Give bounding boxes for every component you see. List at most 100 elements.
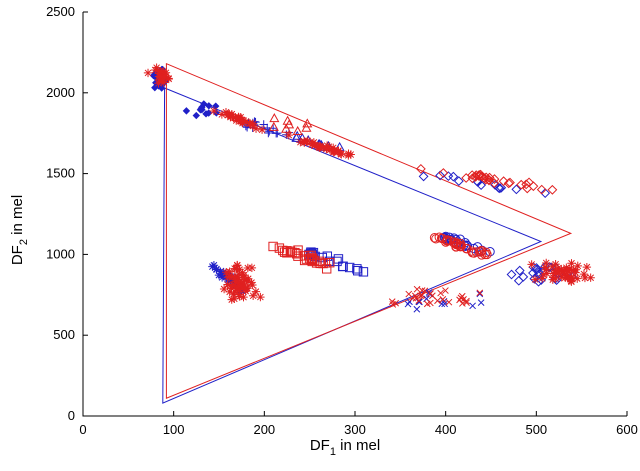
data-point bbox=[571, 268, 580, 277]
data-point bbox=[516, 179, 527, 190]
data-point bbox=[498, 176, 509, 187]
data-point bbox=[441, 300, 449, 308]
data-point bbox=[580, 273, 590, 283]
data-point bbox=[533, 267, 544, 278]
data-point bbox=[553, 264, 563, 273]
data-point bbox=[247, 278, 256, 287]
data-point bbox=[155, 66, 165, 76]
data-point bbox=[582, 262, 592, 272]
data-marks bbox=[143, 62, 595, 404]
x-tick-label: 600 bbox=[616, 422, 638, 437]
data-point bbox=[442, 236, 452, 246]
data-point bbox=[476, 250, 487, 260]
data-point bbox=[518, 271, 529, 282]
data-point bbox=[159, 78, 169, 87]
data-point bbox=[418, 171, 429, 182]
data-point bbox=[164, 74, 173, 84]
data-point bbox=[435, 170, 446, 181]
data-point bbox=[259, 120, 268, 129]
data-point bbox=[329, 143, 338, 153]
data-point bbox=[405, 290, 413, 298]
data-point bbox=[455, 241, 466, 252]
data-point bbox=[200, 100, 208, 108]
data-point bbox=[344, 149, 353, 158]
data-point bbox=[209, 106, 219, 116]
data-point bbox=[154, 79, 163, 88]
data-point bbox=[352, 266, 363, 276]
data-point bbox=[334, 146, 343, 155]
data-point bbox=[231, 264, 241, 274]
data-point bbox=[346, 150, 355, 159]
data-point bbox=[506, 269, 517, 280]
data-point bbox=[466, 246, 477, 256]
data-point bbox=[248, 280, 257, 290]
data-point bbox=[155, 75, 164, 85]
data-point bbox=[318, 258, 328, 269]
y-tick-label: 0 bbox=[68, 408, 75, 423]
data-point bbox=[325, 258, 335, 268]
x-tick-label: 400 bbox=[435, 422, 457, 437]
data-point bbox=[477, 299, 485, 306]
data-point bbox=[223, 273, 233, 282]
data-point bbox=[503, 178, 514, 189]
data-point bbox=[332, 256, 342, 267]
data-point bbox=[241, 117, 251, 126]
data-point bbox=[322, 143, 331, 153]
data-point bbox=[461, 243, 472, 254]
data-point bbox=[204, 109, 213, 117]
data-point bbox=[511, 184, 522, 195]
data-point bbox=[246, 119, 255, 128]
data-point bbox=[315, 143, 325, 152]
data-point bbox=[268, 241, 278, 252]
data-point bbox=[557, 273, 566, 282]
data-point bbox=[480, 174, 491, 185]
data-point bbox=[321, 264, 332, 274]
data-point bbox=[239, 273, 248, 282]
vowel-triangle-2 bbox=[165, 62, 573, 399]
data-point bbox=[542, 265, 551, 274]
data-point bbox=[234, 290, 244, 299]
data-point bbox=[284, 130, 294, 140]
series-2 bbox=[143, 63, 595, 308]
data-point bbox=[551, 274, 560, 283]
data-point bbox=[251, 287, 261, 296]
data-point bbox=[282, 115, 293, 125]
data-point bbox=[230, 273, 239, 282]
data-point bbox=[239, 292, 248, 302]
data-point bbox=[453, 176, 464, 186]
data-point bbox=[528, 181, 539, 192]
data-point bbox=[237, 282, 246, 291]
data-point bbox=[439, 295, 447, 303]
data-point bbox=[530, 275, 540, 284]
data-point bbox=[225, 287, 234, 297]
data-point bbox=[296, 137, 305, 147]
data-point bbox=[563, 266, 573, 276]
data-point bbox=[230, 294, 239, 303]
x-tick-label: 200 bbox=[253, 422, 275, 437]
series-1 bbox=[149, 65, 577, 313]
data-point bbox=[278, 245, 288, 256]
data-point bbox=[143, 68, 153, 78]
data-point bbox=[476, 180, 487, 191]
y-tick-label: 1500 bbox=[46, 166, 75, 181]
data-point bbox=[469, 302, 476, 310]
data-point bbox=[554, 268, 563, 278]
data-point bbox=[251, 124, 261, 133]
data-point bbox=[222, 267, 231, 277]
data-point bbox=[551, 259, 560, 269]
data-point bbox=[214, 270, 224, 280]
data-point bbox=[448, 171, 459, 182]
data-point bbox=[338, 261, 348, 271]
data-point bbox=[156, 73, 165, 82]
data-point bbox=[301, 122, 312, 132]
vowel-triangle-1 bbox=[162, 87, 543, 404]
data-point bbox=[234, 278, 244, 288]
data-point bbox=[479, 173, 489, 183]
y-tick-label: 1000 bbox=[46, 246, 75, 261]
data-point bbox=[481, 247, 491, 257]
x-axis-label: DF1 in mel bbox=[310, 437, 380, 458]
data-point bbox=[352, 264, 362, 274]
data-point bbox=[547, 184, 558, 195]
